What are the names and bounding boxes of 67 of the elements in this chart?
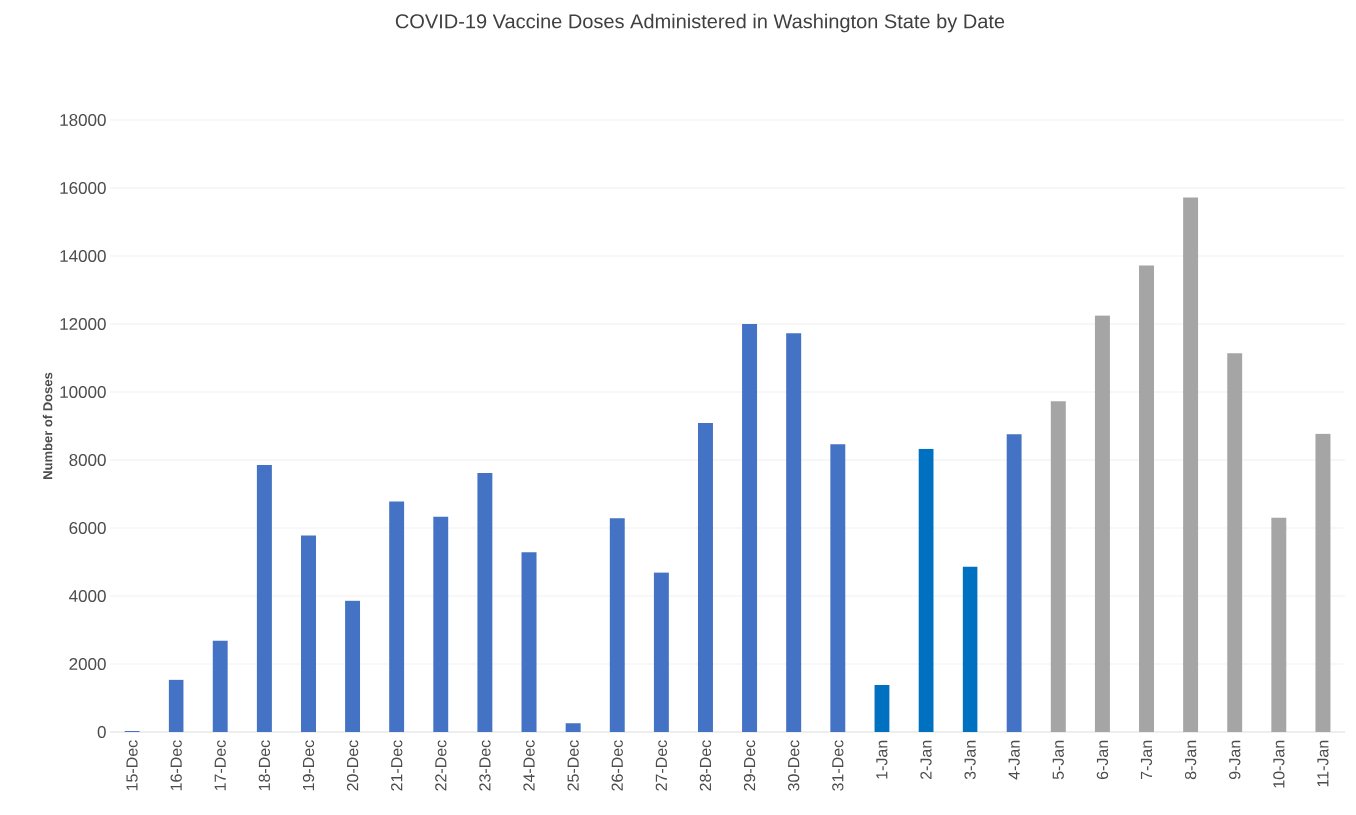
chart-title: COVID-19 Vaccine Doses Administered in Washington State by Date	[395, 13, 1005, 33]
x-tick-label: 16-Dec	[170, 740, 182, 791]
x-tick-label: 1-Jan	[876, 740, 888, 779]
bar	[1227, 353, 1243, 732]
bar	[874, 685, 890, 732]
x-tick-label: 2-Jan	[920, 740, 932, 780]
x-tick-label: 23-Dec	[479, 740, 491, 791]
y-tick-label: 8000	[69, 453, 106, 467]
x-tick-label: 28-Dec	[699, 740, 712, 791]
x-tick-label: 20-Dec	[346, 740, 359, 791]
bar	[565, 723, 581, 732]
bar	[345, 600, 361, 732]
x-tick-label: 10-Jan	[1273, 740, 1285, 788]
bar	[1139, 265, 1155, 732]
x-tick-label: 17-Dec	[214, 740, 226, 791]
x-tick-label: 21-Dec	[391, 740, 403, 791]
bar	[786, 333, 802, 732]
bar	[300, 535, 316, 732]
x-tick-label: 9-Jan	[1229, 740, 1241, 780]
x-tick-label: 4-Jan	[1008, 740, 1020, 780]
bar	[609, 518, 625, 732]
y-tick-label: 2000	[69, 657, 106, 671]
y-tick-label: 16000	[60, 181, 106, 195]
bar	[1315, 433, 1331, 732]
x-tick-label: 25-Dec	[567, 740, 579, 791]
bar	[1271, 517, 1287, 732]
bar	[830, 444, 846, 732]
x-tick-label: 15-Dec	[126, 740, 138, 791]
x-tick-label: 29-Dec	[743, 740, 756, 791]
bar	[212, 640, 228, 732]
bar	[1006, 434, 1022, 732]
x-tick-label: 31-Dec	[832, 740, 844, 791]
y-tick-label: 0	[97, 725, 106, 739]
y-tick-label: 12000	[60, 317, 106, 331]
x-tick-label: 3-Jan	[964, 740, 976, 780]
bar	[742, 324, 758, 732]
bar	[653, 572, 669, 732]
bar	[433, 516, 449, 732]
bar	[168, 679, 184, 732]
x-tick-label: 11-Jan	[1317, 740, 1329, 787]
bar	[389, 501, 405, 732]
bar	[918, 448, 934, 732]
y-tick-label: 4000	[69, 589, 106, 603]
y-tick-label: 6000	[69, 521, 106, 535]
x-tick-label: 7-Jan	[1140, 740, 1153, 780]
x-tick-label: 8-Jan	[1184, 740, 1197, 780]
x-tick-label: 5-Jan	[1052, 740, 1064, 780]
y-tick-label: 10000	[60, 385, 106, 399]
bar	[962, 566, 978, 732]
bar	[1094, 315, 1110, 732]
x-tick-label: 22-Dec	[435, 740, 447, 791]
x-tick-label: 27-Dec	[655, 740, 668, 791]
x-tick-label: 30-Dec	[788, 740, 800, 791]
y-tick-label: 14000	[60, 249, 106, 263]
bar	[256, 465, 272, 732]
bar	[477, 472, 493, 732]
y-tick-label: 18000	[60, 113, 106, 127]
x-tick-label: 19-Dec	[302, 740, 315, 791]
x-tick-label: 18-Dec	[258, 740, 271, 791]
y-axis-title: Number of Doses	[42, 372, 53, 479]
bar	[521, 552, 537, 732]
x-tick-label: 26-Dec	[611, 740, 623, 791]
bar	[697, 422, 713, 732]
x-tick-label: 6-Jan	[1096, 740, 1109, 780]
x-tick-label: 24-Dec	[523, 740, 535, 791]
bar	[1050, 401, 1066, 732]
bar	[1183, 197, 1199, 732]
